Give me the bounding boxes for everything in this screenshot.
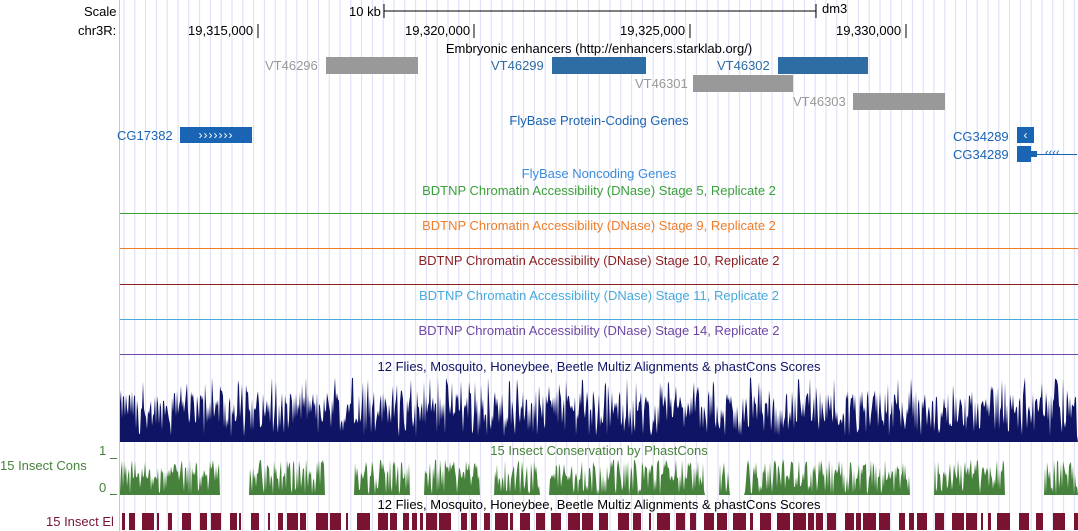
gene-label[interactable]: CG34289: [953, 147, 1009, 162]
gene-cg34289-b[interactable]: ‹‹‹‹: [1017, 146, 1077, 162]
gene-label[interactable]: CG17382: [117, 128, 173, 143]
elements-track-title[interactable]: 12 Flies, Mosquito, Honeybee, Beetle Mul…: [377, 497, 821, 512]
elements-side-label[interactable]: 15 Insect El: [46, 514, 114, 529]
multiz-conservation-plot[interactable]: [120, 376, 1078, 442]
noncoding-genes-track-title[interactable]: FlyBase Noncoding Genes: [521, 166, 677, 181]
position-tick-label: 19,320,000: [405, 23, 471, 38]
strand-arrows: ‹‹‹‹: [1045, 147, 1060, 159]
enhancer-feature[interactable]: [326, 57, 418, 74]
axis-min-label: 0: [99, 480, 107, 495]
intron-line: [1037, 154, 1077, 155]
dnase-stage10-signal[interactable]: [120, 284, 1078, 285]
conserved-elements-track[interactable]: [120, 513, 1078, 530]
dnase-stage9-signal[interactable]: [120, 248, 1078, 249]
multiz-track-title[interactable]: 12 Flies, Mosquito, Honeybee, Beetle Mul…: [377, 359, 821, 374]
phastcons-side-label[interactable]: 15 Insect Cons: [0, 458, 87, 473]
protein-genes-track-title[interactable]: FlyBase Protein-Coding Genes: [509, 113, 689, 128]
enhancer-label[interactable]: VT46301: [635, 76, 688, 91]
gene-label[interactable]: CG34289: [953, 129, 1009, 144]
dnase-stage9-title[interactable]: BDTNP Chromatin Accessibility (DNase) St…: [422, 218, 776, 233]
exon-block: [1017, 146, 1031, 162]
phastcons-track-title[interactable]: 15 Insect Conservation by PhastCons: [490, 443, 708, 458]
chrom-label: chr3R:: [78, 23, 117, 38]
axis-max-tick: [110, 458, 117, 459]
dnase-stage11-title[interactable]: BDTNP Chromatin Accessibility (DNase) St…: [418, 288, 780, 303]
dnase-stage10-title[interactable]: BDTNP Chromatin Accessibility (DNase) St…: [418, 253, 780, 268]
enhancer-feature[interactable]: [853, 93, 945, 110]
enhancer-label[interactable]: VT46303: [793, 94, 846, 109]
enhancer-label[interactable]: VT46299: [491, 58, 544, 73]
enhancer-feature[interactable]: [778, 57, 868, 74]
position-tick-label: 19,330,000: [836, 23, 902, 38]
enhancer-label[interactable]: VT46296: [265, 58, 318, 73]
position-ticks: [257, 24, 907, 38]
position-tick-label: 19,315,000: [188, 23, 254, 38]
gene-cg17382[interactable]: ›››››››: [180, 127, 252, 143]
dnase-stage14-signal[interactable]: [120, 354, 1078, 355]
dnase-stage5-signal[interactable]: [120, 213, 1078, 214]
scale-bar: [383, 4, 817, 18]
phastcons-plot[interactable]: [120, 459, 1078, 495]
dnase-stage11-signal[interactable]: [120, 319, 1078, 320]
assembly-label: dm3: [822, 1, 848, 16]
position-tick-label: 19,325,000: [620, 23, 686, 38]
exon-block: [1031, 151, 1037, 157]
track-label-divider: [119, 0, 120, 531]
enhancers-track-title[interactable]: Embryonic enhancers (http://enhancers.st…: [445, 41, 753, 56]
dnase-stage5-title[interactable]: BDTNP Chromatin Accessibility (DNase) St…: [422, 183, 776, 198]
enhancer-feature[interactable]: [552, 57, 646, 74]
enhancer-label[interactable]: VT46302: [717, 58, 770, 73]
enhancer-feature[interactable]: [693, 75, 793, 92]
strand-arrows: ›››››››: [198, 128, 234, 142]
scale-bar-label: 10 kb: [349, 4, 381, 19]
strand-arrows: ‹: [1023, 128, 1028, 142]
axis-max-label: 1: [99, 443, 107, 458]
gene-cg34289-a[interactable]: ‹: [1017, 127, 1034, 143]
dnase-stage14-title[interactable]: BDTNP Chromatin Accessibility (DNase) St…: [418, 323, 780, 338]
scale-label: Scale: [84, 4, 117, 19]
axis-min-tick: [110, 494, 117, 495]
